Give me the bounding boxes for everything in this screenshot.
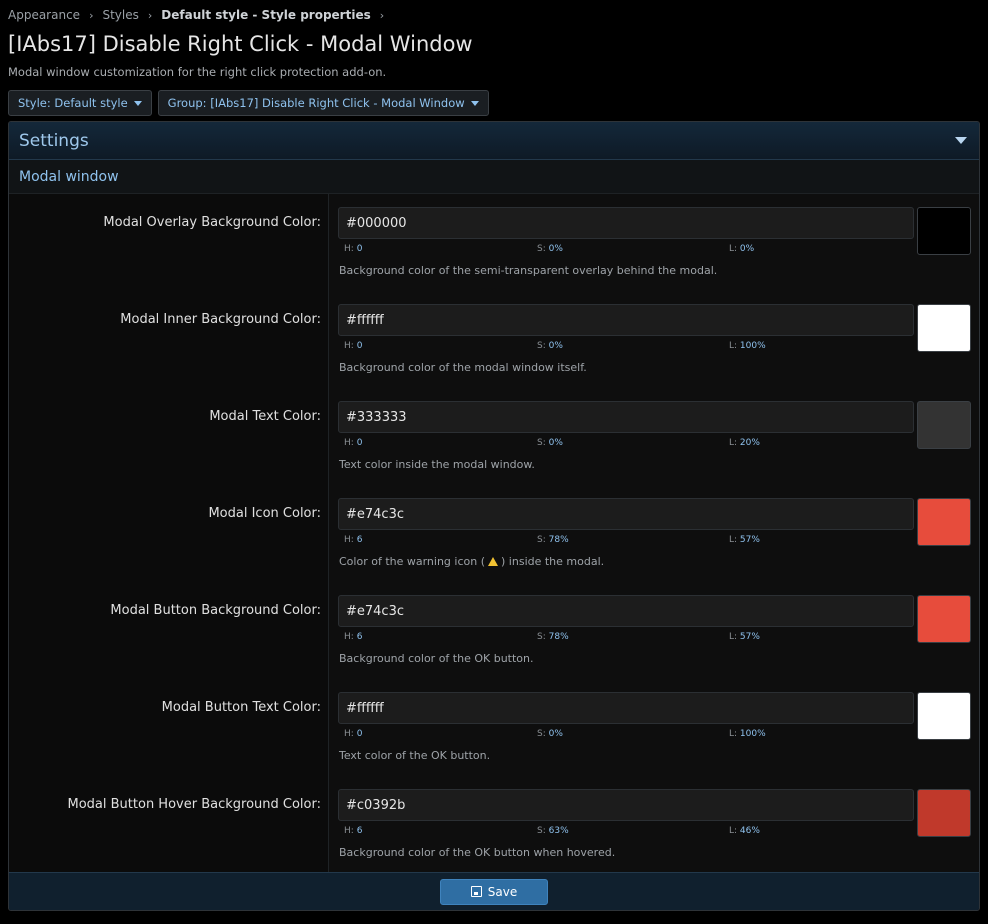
- color-input[interactable]: #ffffff: [338, 692, 914, 724]
- group-filter-label: Group: [IAbs17] Disable Right Click - Mo…: [167, 96, 465, 110]
- lightness-readout: L: 100%: [729, 729, 766, 739]
- color-input[interactable]: #000000: [338, 207, 914, 239]
- saturation-readout: S: 63%: [537, 826, 569, 836]
- property-list: Modal Overlay Background Color: #000000 …: [9, 194, 979, 872]
- property-label: Modal Button Hover Background Color:: [67, 797, 322, 812]
- caret-down-icon: [133, 100, 142, 106]
- lightness-readout: L: 57%: [729, 632, 760, 642]
- saturation-readout: S: 0%: [537, 244, 563, 254]
- save-button[interactable]: Save: [440, 878, 548, 905]
- hue-readout: H: 0: [344, 729, 363, 739]
- lightness-readout: L: 20%: [729, 438, 760, 448]
- color-swatch[interactable]: [917, 401, 971, 449]
- property-label: Modal Button Background Color:: [110, 603, 321, 618]
- property-label: Modal Overlay Background Color:: [103, 215, 321, 230]
- hue-readout: H: 6: [344, 632, 363, 642]
- hue-readout: H: 0: [344, 244, 363, 254]
- breadcrumb-appearance[interactable]: Appearance: [8, 8, 81, 22]
- hue-readout: H: 0: [344, 341, 363, 351]
- saturation-readout: S: 78%: [537, 632, 569, 642]
- saturation-readout: S: 0%: [537, 341, 563, 351]
- page-description: Modal window customization for the right…: [8, 65, 387, 79]
- property-row-button-hover-bg: Modal Button Hover Background Color: #c0…: [9, 776, 979, 873]
- color-input[interactable]: #e74c3c: [338, 498, 914, 530]
- panel-title: Settings: [19, 130, 89, 151]
- property-label: Modal Button Text Color:: [161, 700, 321, 715]
- color-swatch[interactable]: [917, 304, 971, 352]
- hue-readout: H: 6: [344, 535, 363, 545]
- property-hint: Color of the warning icon () inside the …: [339, 555, 605, 568]
- color-input[interactable]: #333333: [338, 401, 914, 433]
- property-hint: Background color of the semi-transparent…: [339, 264, 718, 277]
- hue-readout: H: 0: [344, 438, 363, 448]
- property-row-text-color: Modal Text Color: #333333 H: 0 S: 0% L: …: [9, 388, 979, 485]
- property-label: Modal Inner Background Color:: [120, 312, 321, 327]
- style-filter-button[interactable]: Style: Default style: [8, 90, 152, 116]
- caret-down-icon: [470, 100, 479, 106]
- property-hint: Background color of the OK button when h…: [339, 846, 616, 859]
- property-row-inner-bg: Modal Inner Background Color: #ffffff H:…: [9, 291, 979, 388]
- color-input[interactable]: #ffffff: [338, 304, 914, 336]
- color-swatch[interactable]: [917, 789, 971, 837]
- color-swatch[interactable]: [917, 498, 971, 546]
- chevron-right-icon: ›: [89, 8, 94, 22]
- property-row-button-text: Modal Button Text Color: #ffffff H: 0 S:…: [9, 679, 979, 776]
- breadcrumb-style-properties[interactable]: Default style - Style properties: [161, 8, 371, 22]
- saturation-readout: S: 0%: [537, 729, 563, 739]
- color-swatch[interactable]: [917, 692, 971, 740]
- lightness-readout: L: 100%: [729, 341, 766, 351]
- section-title: Modal window: [9, 160, 979, 194]
- breadcrumb: Appearance › Styles › Default style - St…: [8, 8, 393, 22]
- property-label: Modal Text Color:: [209, 409, 321, 424]
- property-hint: Background color of the modal window its…: [339, 361, 587, 374]
- panel-header: Settings: [9, 122, 979, 160]
- chevron-right-icon: ›: [379, 8, 385, 22]
- property-row-icon-color: Modal Icon Color: #e74c3c H: 6 S: 78% L:…: [9, 485, 979, 582]
- style-filter-label: Style: Default style: [18, 96, 128, 110]
- color-swatch[interactable]: [917, 595, 971, 643]
- property-row-overlay-bg: Modal Overlay Background Color: #000000 …: [9, 194, 979, 291]
- caret-down-icon[interactable]: [955, 137, 967, 144]
- color-input[interactable]: #c0392b: [338, 789, 914, 821]
- saturation-readout: S: 78%: [537, 535, 569, 545]
- warning-icon: [488, 557, 499, 566]
- property-hint: Text color inside the modal window.: [339, 458, 535, 471]
- property-row-button-bg: Modal Button Background Color: #e74c3c H…: [9, 582, 979, 679]
- lightness-readout: L: 46%: [729, 826, 760, 836]
- label-column: [9, 194, 329, 872]
- floppy-disk-icon: [470, 886, 482, 897]
- group-filter-button[interactable]: Group: [IAbs17] Disable Right Click - Mo…: [157, 90, 489, 116]
- breadcrumb-styles[interactable]: Styles: [102, 8, 139, 22]
- color-swatch[interactable]: [917, 207, 971, 255]
- property-hint: Text color of the OK button.: [339, 749, 491, 762]
- property-hint: Background color of the OK button.: [339, 652, 534, 665]
- filter-bar: Style: Default style Group: [IAbs17] Dis…: [8, 90, 489, 116]
- property-label: Modal Icon Color:: [208, 506, 321, 521]
- save-button-label: Save: [487, 884, 518, 899]
- page-title: [IAbs17] Disable Right Click - Modal Win…: [8, 32, 473, 56]
- chevron-right-icon: ›: [147, 8, 153, 22]
- saturation-readout: S: 0%: [537, 438, 563, 448]
- hue-readout: H: 6: [344, 826, 363, 836]
- lightness-readout: L: 57%: [729, 535, 760, 545]
- lightness-readout: L: 0%: [729, 244, 755, 254]
- settings-panel: Settings Modal window Modal Overlay Back…: [8, 121, 980, 911]
- color-input[interactable]: #e74c3c: [338, 595, 914, 627]
- form-footer: Save: [9, 872, 979, 910]
